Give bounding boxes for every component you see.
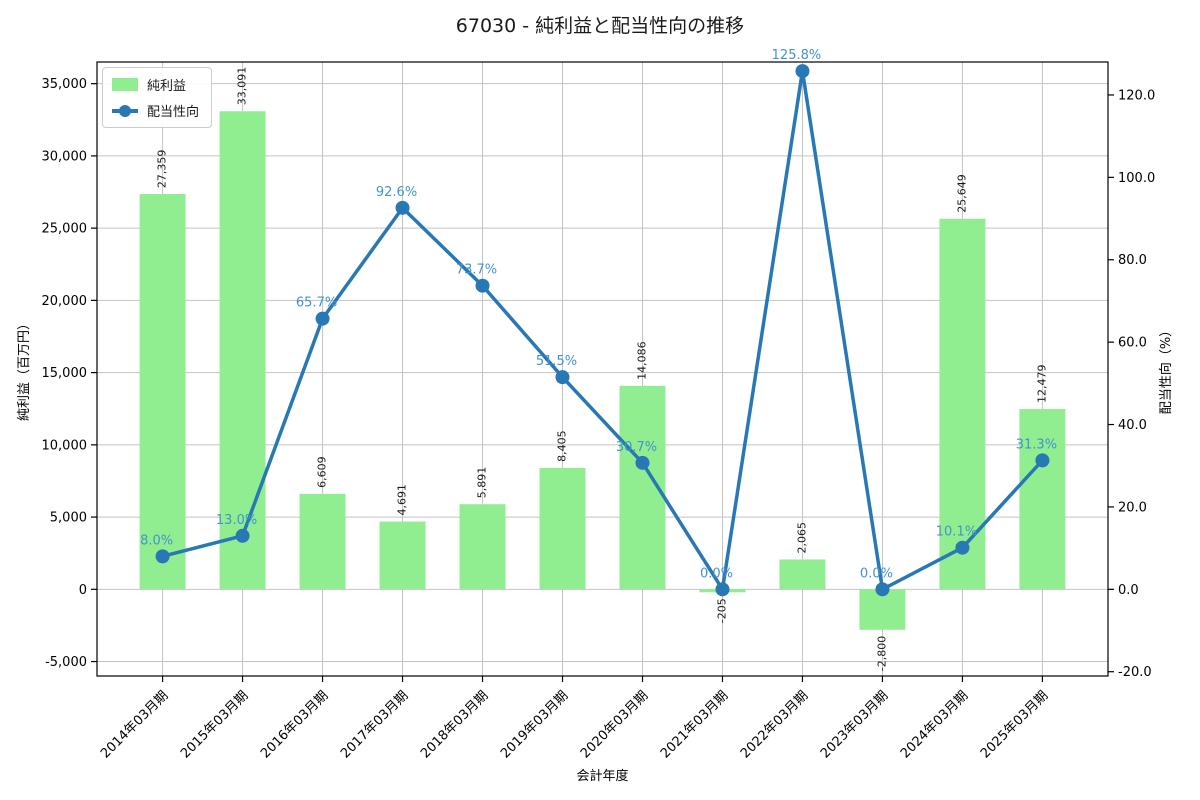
bar-value-label: -2,800 <box>875 636 888 671</box>
y-tick-label-left: 20,000 <box>42 294 88 309</box>
bar-value-label: 27,359 <box>156 150 169 189</box>
legend-label-payout: 配当性向 <box>147 105 200 120</box>
net-income-bar <box>939 218 986 590</box>
payout-value-label: 13.0% <box>216 513 257 528</box>
bar-value-label: -205 <box>715 598 728 623</box>
y-tick-label-left: 0 <box>79 583 87 598</box>
payout-value-label: 0.0% <box>860 566 893 581</box>
payout-value-label: 92.6% <box>376 185 417 200</box>
net-income-bar <box>779 559 826 590</box>
payout-value-label: 8.0% <box>140 533 173 548</box>
payout-point <box>395 200 410 215</box>
y-tick-label-right: 80.0 <box>1118 253 1147 268</box>
x-tick-label: 2020年03月期 <box>578 688 651 761</box>
x-tick-label: 2022年03月期 <box>738 688 811 761</box>
bar-value-label: 12,479 <box>1035 365 1048 404</box>
payout-point <box>155 549 170 564</box>
bar-swatch-icon <box>112 78 138 91</box>
payout-value-label: 125.8% <box>772 48 822 63</box>
bar-value-label: 6,609 <box>316 456 329 488</box>
y-tick-label-left: 10,000 <box>42 438 88 453</box>
y-tick-label-right: 60.0 <box>1118 336 1147 351</box>
y-tick-label-right: 100.0 <box>1118 171 1155 186</box>
x-tick-label: 2019年03月期 <box>498 688 571 761</box>
bar-value-label: 2,065 <box>795 522 808 554</box>
y-tick-label-right: 40.0 <box>1118 418 1147 433</box>
payout-point <box>875 582 890 597</box>
bar-value-label: 8,405 <box>556 430 569 462</box>
plot-border <box>96 61 1109 677</box>
x-tick-label: 2015年03月期 <box>178 688 251 761</box>
legend: 純利益 配当性向 <box>102 67 213 128</box>
payout-value-label: 0.0% <box>700 566 733 581</box>
net-income-bar <box>139 194 186 590</box>
payout-line <box>160 69 1045 592</box>
payout-point <box>715 582 730 597</box>
payout-value-label: 31.3% <box>1016 437 1057 452</box>
bar-value-label: 25,649 <box>955 174 968 213</box>
axis-title-x: 会計年度 <box>576 768 628 784</box>
payout-point <box>955 540 970 555</box>
net-income-bar <box>219 111 266 590</box>
y-tick-label-right: 0.0 <box>1118 583 1139 598</box>
y-tick-label-right: 20.0 <box>1118 500 1147 515</box>
bar-value-label: 5,891 <box>476 467 489 499</box>
y-tick-label-left: -5,000 <box>45 655 87 670</box>
legend-item-net-income: 純利益 <box>112 75 199 94</box>
bar-value-label: 4,691 <box>396 484 409 516</box>
payout-value-label: 73.7% <box>456 263 497 278</box>
payout-point <box>635 455 650 470</box>
y-tick-label-right: 120.0 <box>1118 88 1155 103</box>
y-tick-label-left: 35,000 <box>42 77 88 92</box>
payout-point <box>235 528 250 543</box>
x-tick-label: 2014年03月期 <box>98 688 171 761</box>
net-income-bar <box>1019 409 1066 590</box>
bar-value-label: 33,091 <box>236 67 249 106</box>
x-tick-label: 2024年03月期 <box>898 688 971 761</box>
axis-title-right: 配当性向（%） <box>1158 324 1174 414</box>
x-tick-label: 2017年03月期 <box>338 688 411 761</box>
y-tick-label-left: 15,000 <box>42 366 88 381</box>
payout-value-label: 10.1% <box>936 525 977 540</box>
payout-point <box>1035 453 1050 468</box>
bar-value-label: 14,086 <box>635 341 648 380</box>
legend-item-payout: 配当性向 <box>112 101 199 120</box>
x-tick-label: 2018年03月期 <box>418 688 491 761</box>
y-tick-label-left: 25,000 <box>42 222 88 237</box>
y-tick-label-left: 5,000 <box>50 511 87 526</box>
y-tick-label-right: -20.0 <box>1118 665 1152 680</box>
net-income-bar <box>379 521 426 590</box>
net-income-bar <box>539 467 586 590</box>
x-tick-label: 2023年03月期 <box>818 688 891 761</box>
payout-point <box>555 370 570 385</box>
axis-title-left: 純利益（百万円） <box>17 317 32 421</box>
x-tick-label: 2021年03月期 <box>658 688 731 761</box>
y-tick-label-left: 30,000 <box>42 149 88 164</box>
payout-point <box>315 311 330 326</box>
net-income-bar <box>299 493 346 590</box>
line-marker-swatch-icon <box>112 104 138 117</box>
payout-value-label: 65.7% <box>296 296 337 311</box>
payout-value-label: 30.7% <box>616 440 657 455</box>
payout-value-label: 51.5% <box>536 354 577 369</box>
x-tick-label: 2025年03月期 <box>978 688 1051 761</box>
x-tick-label: 2016年03月期 <box>258 688 331 761</box>
payout-point <box>795 64 810 79</box>
legend-label-net-income: 純利益 <box>147 79 187 94</box>
chart-title: 67030 - 純利益と配当性向の推移 <box>455 15 745 37</box>
net-income-bar <box>459 504 506 590</box>
payout-point <box>475 278 490 293</box>
